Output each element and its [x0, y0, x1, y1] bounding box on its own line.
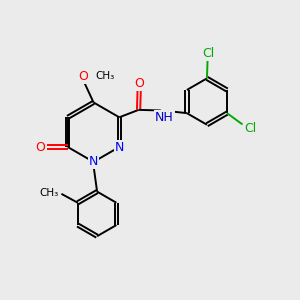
- Text: O: O: [78, 70, 88, 83]
- Text: NH: NH: [155, 110, 174, 124]
- Text: O: O: [134, 76, 144, 90]
- Text: O: O: [35, 140, 45, 154]
- Text: N: N: [115, 140, 124, 154]
- Text: CH₃: CH₃: [96, 71, 115, 81]
- Text: CH₃: CH₃: [40, 188, 59, 198]
- Text: Cl: Cl: [202, 47, 214, 61]
- Text: N: N: [89, 155, 98, 168]
- Text: Cl: Cl: [244, 122, 256, 134]
